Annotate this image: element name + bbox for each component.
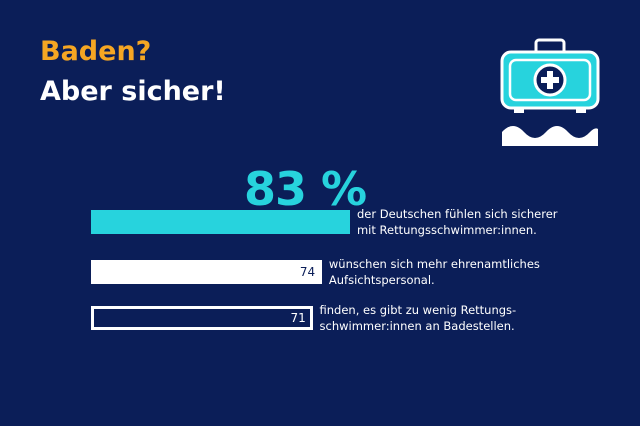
- bar-description-line: der Deutschen fühlen sich sicherer: [356, 207, 558, 221]
- bar-description-line: schwimmer:innen an Badestellen.: [319, 319, 515, 333]
- first-aid-kit-over-waves-icon: [498, 38, 602, 152]
- bar-value-label-2: 71: [290, 311, 306, 325]
- bar-value-label-1: 74: [299, 265, 316, 279]
- bar-description-2: finden, es gibt zu wenig Rettungs-schwim…: [320, 302, 517, 334]
- bar-0: [91, 210, 350, 234]
- highlight-percentage: 83 %: [244, 162, 367, 216]
- bar-description-line: Aufsichtspersonal.: [328, 273, 435, 287]
- bar-description-1: wünschen sich mehr ehrenamtliches Aufsich…: [329, 256, 540, 288]
- bar-1: [91, 260, 322, 284]
- bar-description-line: mit Rettungsschwimmer:innen.: [356, 223, 537, 237]
- headline-line-1: Baden?: [40, 36, 152, 67]
- bar-description-0: der Deutschen fühlen sich sicherer mit Re…: [357, 206, 558, 238]
- bar-description-line: finden, es gibt zu wenig Rettungs-: [319, 303, 517, 317]
- bar-2: [91, 306, 313, 330]
- headline-line-2: Aber sicher!: [40, 76, 226, 107]
- bar-description-line: wünschen sich mehr ehrenamtliches: [328, 257, 540, 271]
